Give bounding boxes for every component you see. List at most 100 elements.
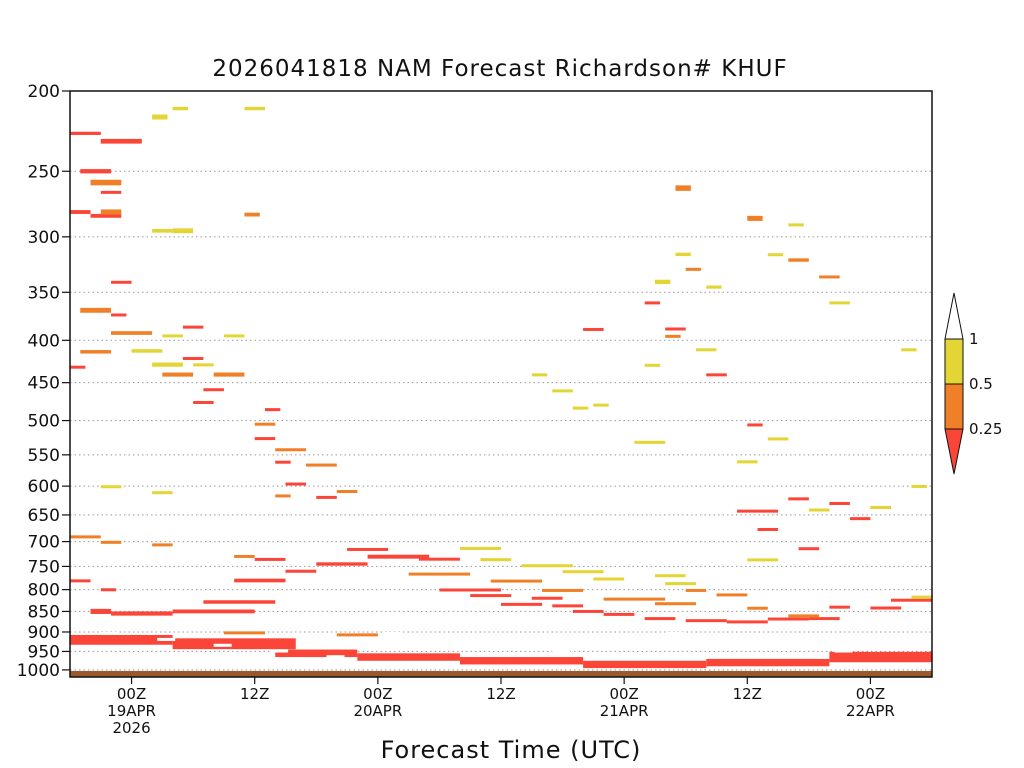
heatmap-cell-s2-8 [162, 334, 183, 338]
y-tick-label-1000: 1000 [17, 661, 60, 681]
mixed-gap-8 [552, 649, 571, 653]
heatmap-cell-s1-30 [747, 606, 768, 610]
heatmap-cell-s0-36 [234, 578, 286, 583]
x-tick-label-3-0: 12Z [486, 685, 515, 703]
heatmap-cell-s0-1 [100, 138, 142, 144]
heatmap-cell-s1-22 [234, 554, 255, 558]
heatmap-cell-s0-3 [100, 190, 122, 194]
y-tick-label-350: 350 [28, 283, 60, 303]
y-tick-label-400: 400 [28, 331, 60, 351]
colorbar-tick-label-2: 0.25 [969, 420, 1002, 438]
heatmap-cell-s1-6 [111, 331, 153, 335]
y-tick-label-600: 600 [28, 477, 60, 497]
heatmap-cell-s1-8 [162, 372, 194, 377]
y-tick-label-450: 450 [28, 374, 60, 394]
heatmap-cell-s0-13 [264, 408, 281, 412]
heatmap-cell-s1-16 [747, 215, 763, 221]
heatmap-cell-s1-14 [275, 494, 291, 498]
heatmap-cell-s1-1 [100, 209, 122, 215]
x-axis-label: Forecast Time (UTC) [381, 736, 642, 764]
heatmap-cell-s0-16 [285, 482, 307, 486]
heatmap-cell-s0-33 [111, 611, 173, 616]
heatmap-cell-s0-22 [747, 423, 763, 427]
heatmap-cell-s1-15 [675, 185, 691, 191]
heatmap-cell-s0-45 [531, 596, 563, 600]
heatmap-cell-s1-5 [80, 307, 112, 313]
heatmap-cell-s0-19 [665, 327, 686, 331]
mixed-gap-5 [382, 631, 401, 635]
heatmap-cell-s0-7 [111, 313, 127, 317]
heatmap-cell-s0-61 [357, 653, 460, 661]
mixed-gap-1 [157, 637, 176, 641]
heatmap-cell-s0-11 [193, 400, 214, 404]
heatmap-cell-s0-32 [90, 608, 112, 614]
heatmap-cell-s2-9 [223, 334, 245, 338]
heatmap-cell-s2-32 [593, 577, 625, 581]
heatmap-cell-s2-13 [644, 363, 661, 367]
heatmap-cell-s2-33 [654, 574, 686, 578]
heatmap-cell-s2-1 [172, 106, 189, 111]
mixed-gap-10 [665, 631, 684, 635]
chart-title: 2026041818 NAM Forecast Richardson# KHUF [212, 56, 787, 82]
heatmap-cell-s0-2 [80, 169, 112, 174]
heatmap-cell-s1-17 [788, 258, 809, 262]
x-tick-label-0-2: 2026 [112, 719, 150, 737]
heatmap-cell-s0-12 [203, 388, 224, 392]
x-tick-label-2-0: 00Z [363, 685, 392, 703]
mixed-gap-4 [326, 655, 345, 659]
y-tick-label-800: 800 [28, 581, 60, 601]
heatmap-cell-s2-40 [152, 491, 173, 495]
heatmap-cell-s0-63 [583, 660, 707, 669]
heatmap-cell-s2-22 [552, 389, 573, 393]
heatmap-cell-s1-2 [244, 212, 260, 217]
heatmap-cell-s0-38 [285, 569, 317, 573]
x-tick-label-5-0: 12Z [733, 685, 762, 703]
mixed-gap-11 [721, 637, 740, 641]
heatmap-cell-s2-7 [193, 363, 214, 367]
heatmap-cell-s0-60 [275, 649, 358, 658]
heatmap-cell-s0-29 [798, 547, 820, 551]
mixed-gap-12 [778, 643, 797, 647]
heatmap-cell-s0-47 [552, 604, 584, 608]
heatmap-cell-s1-31 [788, 614, 820, 618]
heatmap-cell-s0-15 [275, 460, 291, 464]
heatmap-cell-s0-49 [603, 612, 635, 616]
heatmap-cell-s0-39 [316, 562, 368, 566]
x-tick-label-0-1: 19APR [107, 702, 156, 720]
y-tick-label-700: 700 [28, 533, 60, 553]
y-tick-label-500: 500 [28, 412, 60, 432]
heatmap-cell-s2-12 [706, 285, 722, 289]
heatmap-cell-s0-4 [70, 210, 91, 214]
heatmap-cell-s0-59 [172, 638, 296, 650]
heatmap-cell-s2-21 [531, 373, 548, 377]
y-tick-label-950: 950 [28, 642, 60, 662]
heatmap-cell-s0-28 [757, 527, 779, 531]
heatmap-cell-s1-33 [336, 633, 378, 637]
heatmap-cell-s2-31 [562, 570, 604, 574]
heatmap-cell-s0-43 [439, 588, 501, 592]
y-tick-label-200: 200 [28, 82, 60, 102]
heatmap-cell-s2-0 [152, 114, 168, 120]
heatmap-cell-s0-30 [70, 579, 91, 583]
heatmap-cell-s0-9 [182, 325, 204, 329]
heatmap-cell-s0-18 [583, 327, 604, 331]
heatmap-cell-s2-39 [100, 485, 122, 489]
x-tick-label-6-1: 22APR [846, 702, 895, 720]
heatmap-cell-s2-5 [131, 349, 163, 353]
colorbar-bin-2 [944, 383, 964, 430]
heatmap-cell-s1-29 [716, 593, 748, 597]
y-tick-label-550: 550 [28, 446, 60, 466]
heatmap-cell-s0-65 [829, 651, 932, 663]
heatmap-cell-s2-10 [654, 279, 671, 284]
heatmap-cell-s1-21 [152, 543, 173, 547]
heatmap-cells [70, 106, 932, 669]
y-tick-label-900: 900 [28, 623, 60, 643]
x-tick-label-4-0: 00Z [609, 685, 638, 703]
heatmap-cell-s2-6 [152, 362, 183, 367]
heatmap-cell-s2-19 [901, 348, 917, 352]
y-tick-label-750: 750 [28, 557, 60, 577]
x-tick-label-0-0: 00Z [117, 685, 146, 703]
heatmap-cell-s2-30 [521, 564, 573, 568]
heatmap-cell-s1-11 [275, 448, 307, 452]
